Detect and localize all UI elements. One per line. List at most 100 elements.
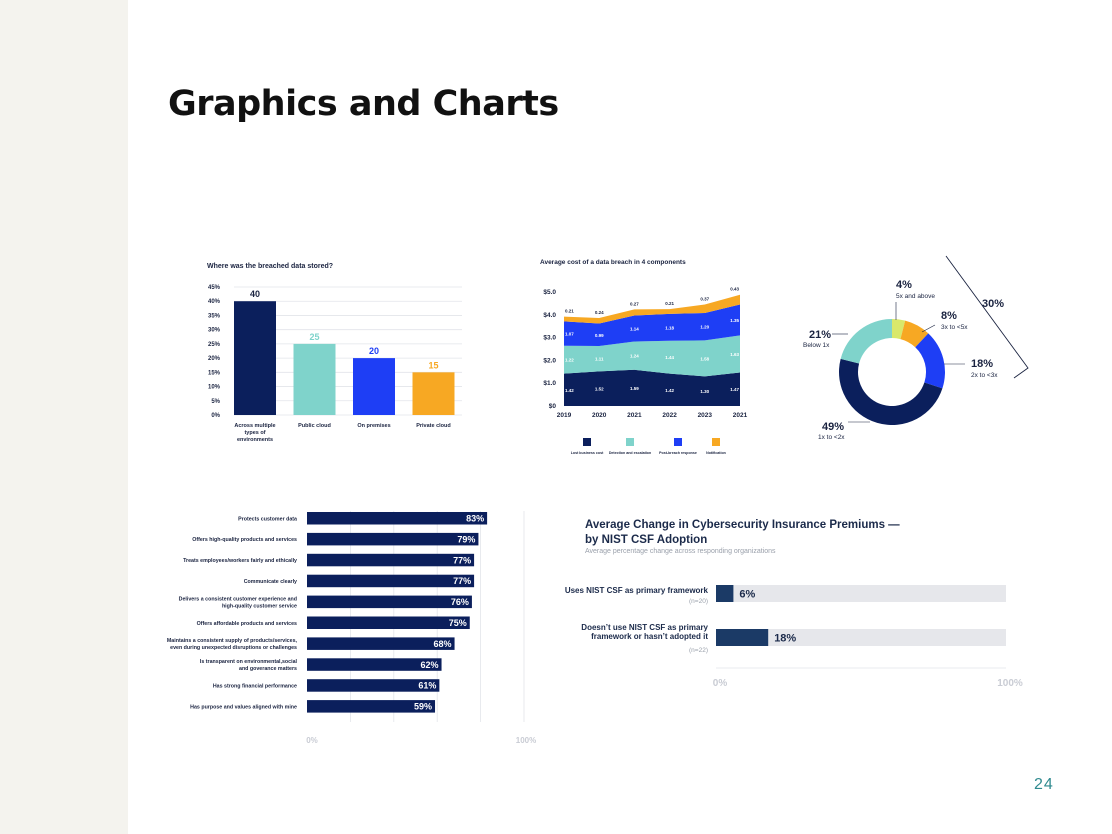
legend-swatch <box>674 438 682 446</box>
bar <box>716 629 769 646</box>
category-label: Delivers a consistent customer experienc… <box>179 596 297 602</box>
bar <box>412 372 455 415</box>
category-label: even during unexpected disruptions or ch… <box>170 645 297 651</box>
data-label: 0.21 <box>565 309 574 314</box>
y-tick-label: $5.0 <box>543 289 556 296</box>
data-label: 1.44 <box>665 355 674 360</box>
y-tick-label: 40% <box>208 299 221 305</box>
bar-value-label: 15 <box>428 360 438 370</box>
page-number: 24 <box>1034 776 1054 793</box>
slide-title: Graphics and Charts <box>168 84 559 124</box>
bar <box>307 700 436 713</box>
y-tick-label: 15% <box>208 370 221 376</box>
chart-title: Where was the breached data stored? <box>207 263 333 270</box>
bar <box>307 574 475 588</box>
area-series <box>564 369 740 406</box>
data-label: 1.30 <box>700 389 709 394</box>
bar-value-label: 6% <box>739 589 755 601</box>
bar <box>307 532 479 546</box>
data-label: 1.24 <box>630 354 639 359</box>
category-label: framework or hasn’t adopted it <box>591 632 708 641</box>
bar <box>234 301 276 415</box>
slice-category-label: 2x to <3x <box>971 372 998 379</box>
side-strip <box>0 0 128 834</box>
data-label: 1.22 <box>565 358 574 363</box>
donut-slice <box>838 358 943 426</box>
legend-label: Detection and escalation <box>609 451 651 455</box>
data-label: 1.20 <box>700 325 709 330</box>
legend-label: Lost business cost <box>571 451 604 455</box>
data-label: 1.11 <box>595 357 604 362</box>
slice-value-label: 21% <box>809 329 831 341</box>
x-category-label: Public cloud <box>298 423 331 429</box>
bar <box>307 679 440 692</box>
bar-value-label: 75% <box>449 618 467 628</box>
legend-label: Notification <box>706 451 726 455</box>
data-label: 1.14 <box>630 326 639 331</box>
donut-slice <box>840 318 892 364</box>
bar-track <box>716 585 1006 602</box>
data-label: 1.07 <box>565 332 574 337</box>
bar <box>716 585 734 602</box>
y-tick-label: 35% <box>208 313 221 319</box>
slice-value-label: 8% <box>941 310 957 322</box>
bar <box>307 637 455 650</box>
bar-track <box>716 629 1006 646</box>
y-tick-label: 45% <box>208 285 221 291</box>
category-label: Protects customer data <box>238 516 297 522</box>
slice-category-label: 1x to <2x <box>818 434 845 441</box>
x-tick-label: 0% <box>713 678 728 689</box>
category-label: Offers high-quality products and service… <box>192 537 297 543</box>
data-label: 0.27 <box>630 301 639 306</box>
x-tick-label: 2020 <box>592 412 607 419</box>
category-label: Treats employees/workers fairly and ethi… <box>183 558 297 564</box>
category-label: Uses NIST CSF as primary framework <box>565 586 709 595</box>
slice-category-label: Below 1x <box>803 342 830 349</box>
x-category-label: types of <box>244 430 265 436</box>
chart-title: Average Change in Cybersecurity Insuranc… <box>585 519 900 531</box>
data-label: 1.58 <box>700 356 709 361</box>
data-label: 1.18 <box>665 325 674 330</box>
y-tick-label: $1.0 <box>543 380 556 387</box>
bar-value-label: 77% <box>453 576 471 586</box>
bar-value-label: 62% <box>421 660 439 670</box>
slice-category-label: 3x to <5x <box>941 324 968 331</box>
x-tick-label: 2021 <box>627 412 642 419</box>
bar-value-label: 25 <box>309 332 319 342</box>
category-label: high-quality customer service <box>222 603 297 609</box>
bracket-line <box>945 255 1029 379</box>
y-tick-label: 5% <box>211 399 220 405</box>
slice-value-label: 4% <box>896 279 912 291</box>
bar-value-label: 61% <box>418 681 436 691</box>
y-tick-label: 0% <box>211 413 220 419</box>
legend-swatch <box>626 438 634 446</box>
area-series <box>564 294 740 324</box>
data-label: 1.59 <box>630 386 639 391</box>
bar <box>353 358 395 415</box>
leader-line <box>921 324 936 333</box>
data-label: 0.37 <box>700 297 709 302</box>
data-label: 1.42 <box>565 388 574 393</box>
category-label: and goverance matters <box>239 666 297 672</box>
chart-title: Average cost of a data breach in 4 compo… <box>540 259 686 266</box>
data-label: 0.99 <box>595 333 604 338</box>
bar-value-label: 40 <box>250 289 260 299</box>
bar-value-label: 68% <box>434 639 452 649</box>
donut-slice <box>915 333 945 389</box>
bar <box>307 553 475 567</box>
chart-subtitle: Average percentage change across respond… <box>585 548 776 555</box>
x-tick-label: 2019 <box>557 412 572 419</box>
data-label: 0.24 <box>595 310 604 315</box>
donut-slice <box>900 320 929 348</box>
x-category-label: Across multiple <box>234 423 275 429</box>
x-category-label: environments <box>237 437 273 443</box>
donut-slice <box>892 319 906 340</box>
slice-value-label: 18% <box>971 358 993 370</box>
data-label: 1.42 <box>665 388 674 393</box>
x-tick-label: 0% <box>306 736 318 745</box>
data-label: 0.43 <box>730 287 739 292</box>
y-tick-label: $4.0 <box>543 312 556 319</box>
bar <box>307 512 488 525</box>
